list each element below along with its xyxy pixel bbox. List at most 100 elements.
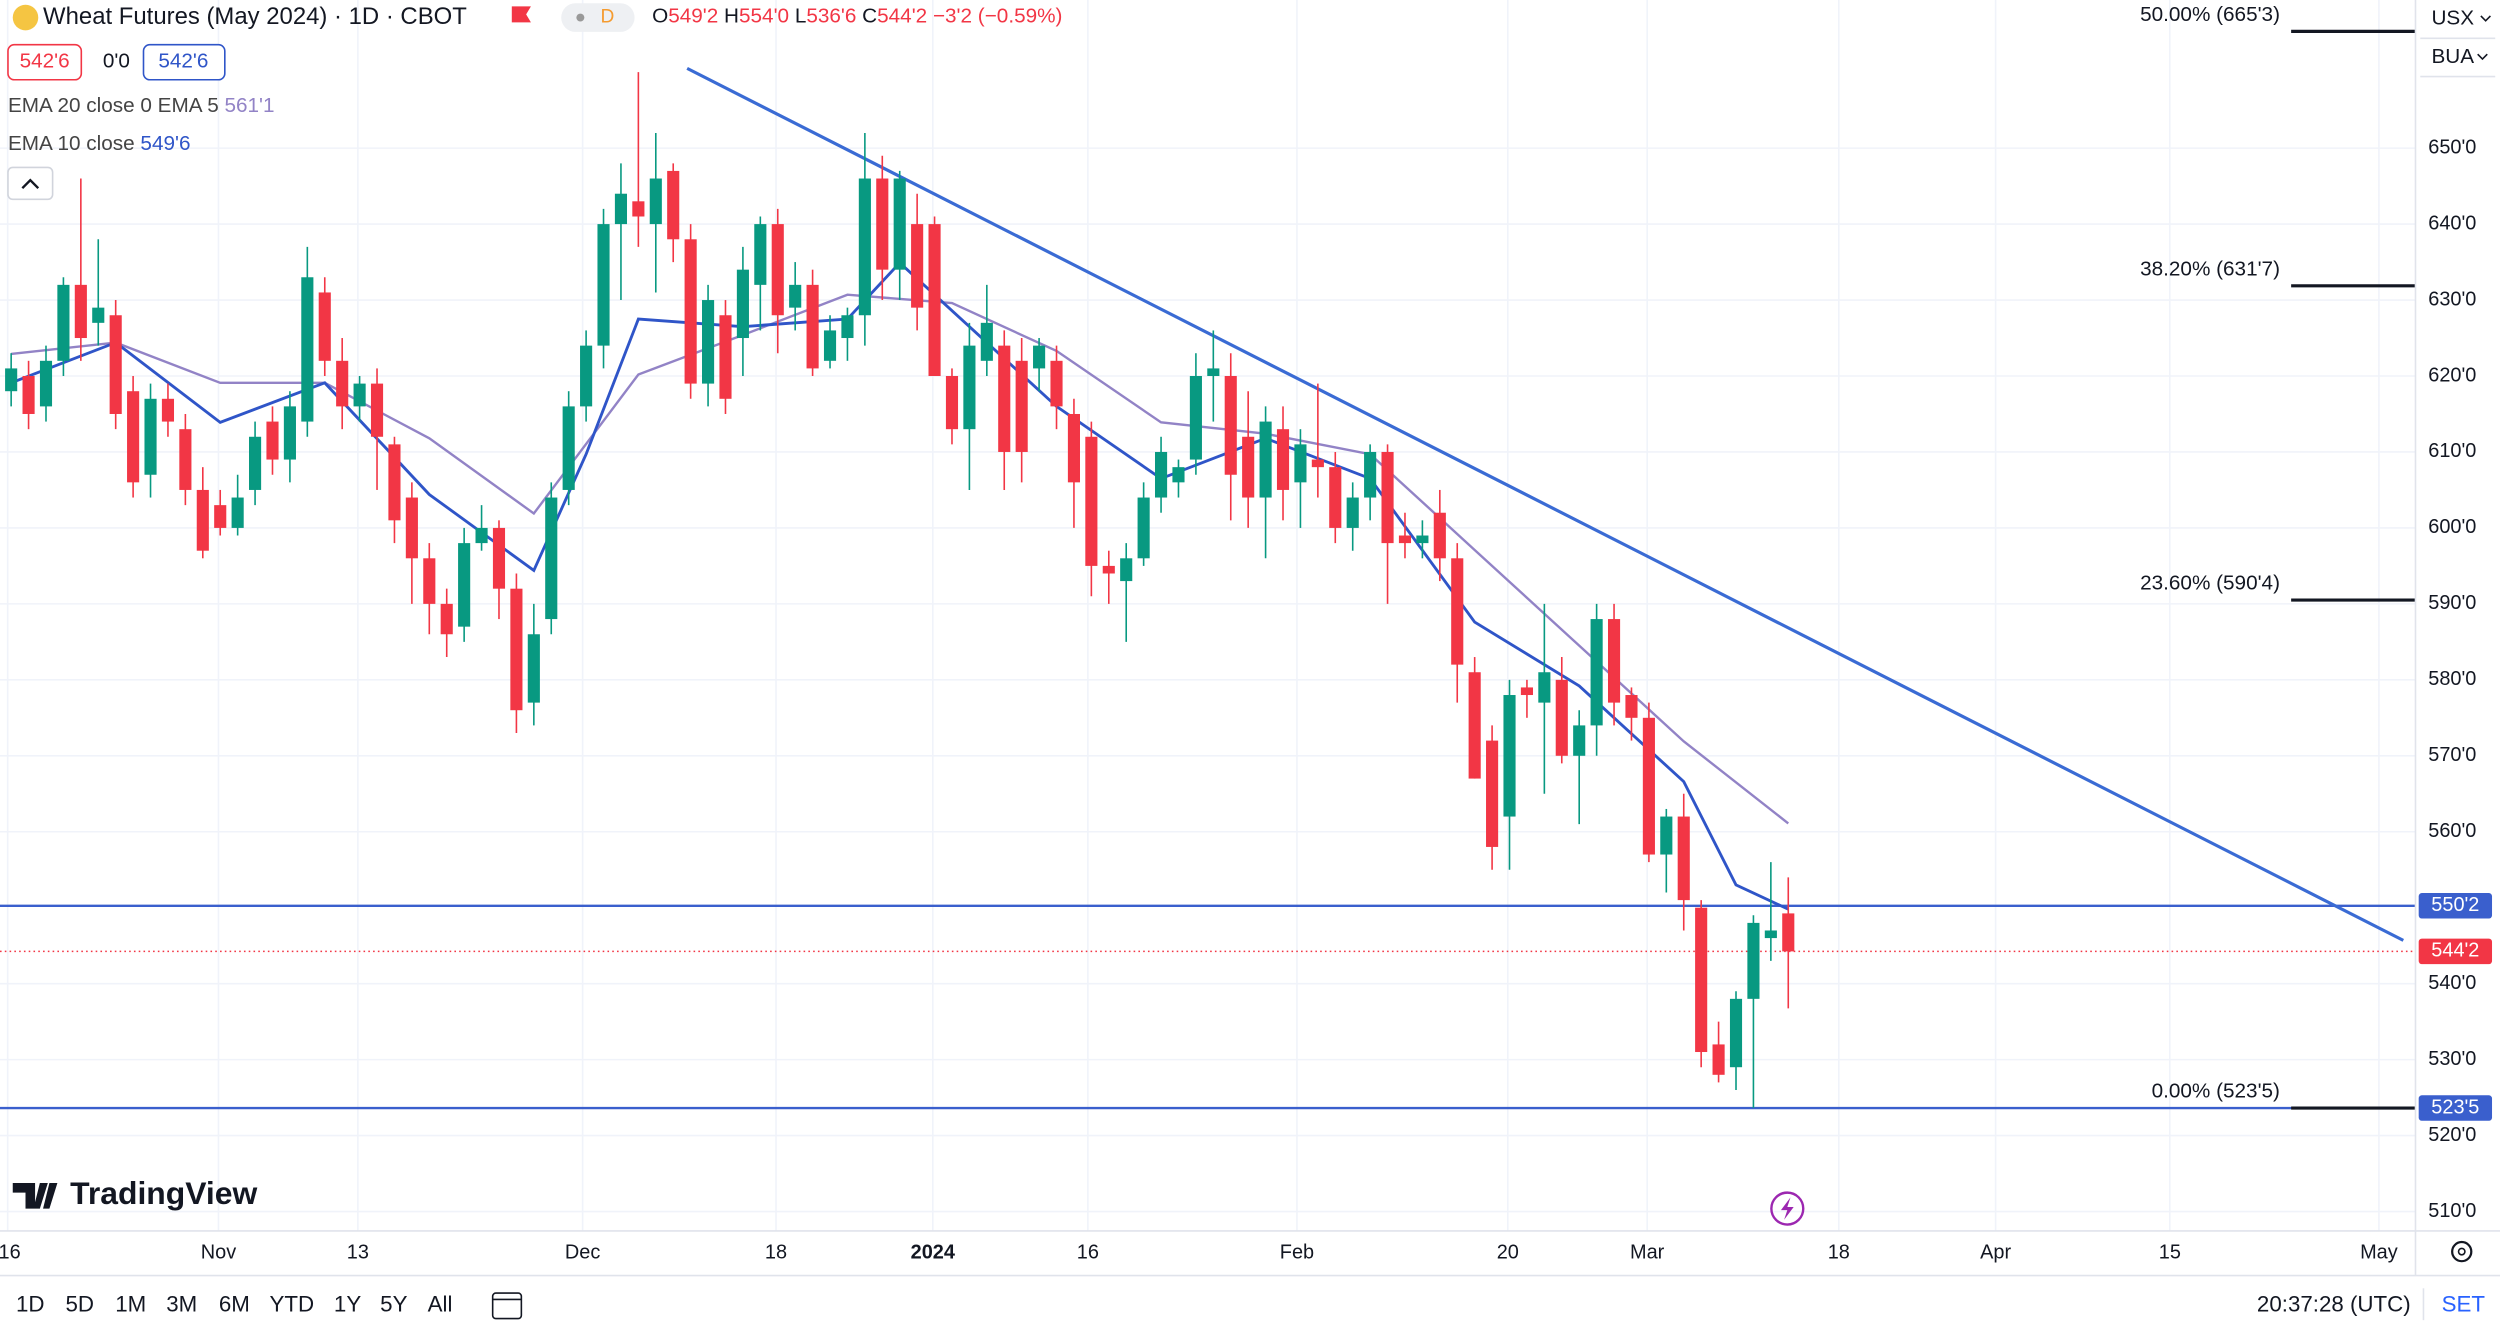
candle-body bbox=[266, 421, 279, 460]
last-price-label: 544'2 bbox=[2431, 940, 2479, 962]
legend-name: EMA 10 close bbox=[8, 133, 135, 156]
interval-badge[interactable] bbox=[561, 3, 635, 32]
x-tick-label: 15 bbox=[2159, 1241, 2181, 1263]
range-button[interactable]: 3M bbox=[166, 1292, 197, 1317]
y-tick-label: 650'0 bbox=[2428, 136, 2476, 158]
candle-body bbox=[22, 376, 35, 414]
candle-body bbox=[1067, 413, 1081, 483]
lightning-icon[interactable] bbox=[1770, 1191, 1805, 1226]
x-tick-label: 18 bbox=[765, 1241, 787, 1263]
quote-value: 549'2 bbox=[668, 5, 718, 28]
fib-label: 0.00% (523'5) bbox=[2152, 1080, 2280, 1103]
candle-body bbox=[1782, 913, 1795, 952]
candle-body bbox=[1102, 565, 1115, 574]
x-tick-label: Apr bbox=[1980, 1241, 2011, 1263]
chevron bbox=[2477, 53, 2488, 61]
x-tick-label: 16 bbox=[1077, 1241, 1099, 1263]
y-tick-label: 510'0 bbox=[2428, 1200, 2476, 1222]
range-button[interactable]: All bbox=[428, 1292, 453, 1317]
candle-body bbox=[527, 634, 540, 703]
trend-line bbox=[686, 66, 2405, 942]
y-tick-label: 520'0 bbox=[2428, 1124, 2476, 1146]
level-label: 523'5 bbox=[2431, 1096, 2479, 1118]
candle-body bbox=[649, 178, 662, 225]
candle-body bbox=[1660, 816, 1673, 855]
currency[interactable]: USX bbox=[2431, 7, 2474, 30]
candle-body bbox=[945, 376, 959, 430]
range-button[interactable]: 1D bbox=[16, 1292, 45, 1317]
candle-body bbox=[318, 292, 331, 361]
collapse-button[interactable] bbox=[7, 166, 54, 201]
candle-body bbox=[1294, 444, 1307, 483]
y-tick-label: 540'0 bbox=[2428, 972, 2476, 994]
candle-body bbox=[74, 284, 87, 339]
candle-body bbox=[667, 170, 680, 240]
y-tick-label: 570'0 bbox=[2428, 744, 2476, 766]
candle-body bbox=[684, 239, 697, 384]
candle-body bbox=[980, 322, 993, 361]
ema-line bbox=[11, 293, 1790, 825]
calendar-icon[interactable] bbox=[491, 1292, 523, 1320]
quote-value: 536'6 bbox=[806, 5, 856, 28]
quote-key: O bbox=[652, 5, 668, 28]
brand-logo bbox=[12, 1183, 58, 1209]
candle-body bbox=[1573, 725, 1586, 756]
change: −3'2 (−0.59%) bbox=[933, 5, 1063, 28]
range-button[interactable]: 5D bbox=[65, 1292, 94, 1317]
candle-body bbox=[1625, 695, 1638, 718]
candle-body bbox=[1381, 451, 1394, 544]
candle-body bbox=[771, 224, 784, 316]
candle-body bbox=[928, 224, 941, 377]
candle-body bbox=[1207, 368, 1220, 377]
y-tick-label: 560'0 bbox=[2428, 820, 2476, 842]
candle-body bbox=[823, 330, 837, 361]
y-tick-label: 620'0 bbox=[2428, 364, 2476, 386]
range-button[interactable]: YTD bbox=[269, 1292, 314, 1317]
candle-body bbox=[301, 277, 314, 422]
candle-body bbox=[719, 315, 732, 399]
range-button[interactable]: 1Y bbox=[334, 1292, 361, 1317]
range-button[interactable]: 6M bbox=[219, 1292, 250, 1317]
candle-body bbox=[370, 383, 384, 437]
level-tag bbox=[2418, 1095, 2493, 1121]
candle-body bbox=[911, 224, 924, 308]
candle-body bbox=[423, 558, 436, 604]
y-tick-label: 600'0 bbox=[2428, 516, 2476, 538]
candle-body bbox=[893, 178, 906, 270]
candle-body bbox=[1555, 679, 1568, 756]
ask-box[interactable] bbox=[142, 43, 226, 81]
candle-body bbox=[806, 284, 819, 369]
range-button[interactable]: 5Y bbox=[380, 1292, 407, 1317]
candle-body bbox=[405, 497, 418, 559]
dot bbox=[576, 13, 585, 22]
candle-body bbox=[858, 178, 871, 316]
candle-body bbox=[1468, 672, 1481, 779]
candle-body bbox=[388, 444, 401, 521]
x-tick-label: Dec bbox=[565, 1241, 600, 1263]
bid-box[interactable] bbox=[7, 43, 83, 81]
settings-icon[interactable] bbox=[2451, 1240, 2473, 1263]
candle-body bbox=[336, 360, 349, 407]
unit[interactable]: BUA bbox=[2431, 45, 2474, 68]
x-tick-label: 20 bbox=[1497, 1241, 1519, 1263]
candle-body bbox=[161, 398, 175, 422]
candle-body bbox=[1120, 558, 1133, 582]
candle-body bbox=[475, 527, 488, 544]
ask: 542'6 bbox=[158, 50, 208, 73]
candle-body bbox=[1764, 930, 1777, 939]
grid bbox=[0, 0, 2416, 1231]
settings[interactable]: SET bbox=[2442, 1292, 2486, 1317]
level-label: 550'2 bbox=[2431, 894, 2479, 916]
candle-body bbox=[5, 368, 18, 392]
candle-body bbox=[1590, 619, 1603, 726]
legend-value: 561'1 bbox=[224, 94, 274, 117]
quote-key: L bbox=[795, 5, 807, 28]
ema-line bbox=[10, 260, 1789, 911]
candle-body bbox=[876, 178, 889, 270]
candle-body bbox=[1747, 922, 1760, 999]
flag[interactable] bbox=[511, 6, 531, 23]
y-tick-label: 580'0 bbox=[2428, 668, 2476, 690]
candle-body bbox=[127, 391, 140, 483]
range-button[interactable]: 1M bbox=[115, 1292, 146, 1317]
